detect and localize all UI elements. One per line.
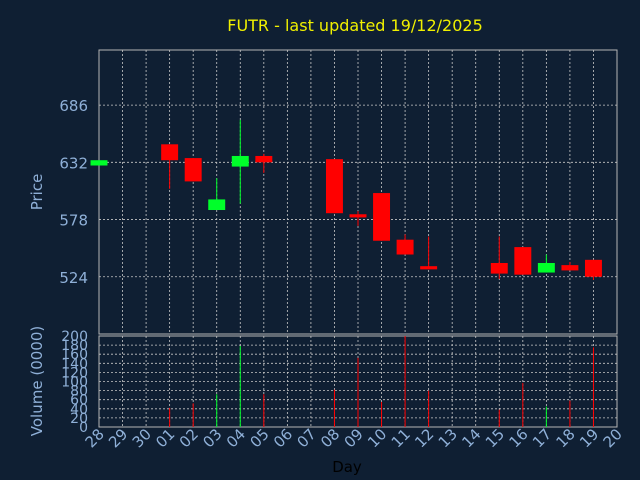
volume-tick-label: 140 — [61, 356, 88, 372]
volume-tick-label: 160 — [61, 347, 88, 363]
price-tick-label: 578 — [59, 212, 88, 230]
volume-tick-label: 180 — [61, 338, 88, 354]
price-tick-label: 524 — [59, 269, 88, 287]
candle-body — [349, 214, 367, 218]
candle-body — [396, 239, 414, 255]
candle-body — [161, 144, 179, 161]
volume-tick-label: 0 — [79, 420, 88, 436]
price-tick-label: 632 — [59, 154, 88, 172]
price-axis-label: Price — [28, 174, 46, 211]
x-axis-label: Day — [332, 458, 362, 476]
candle-body — [208, 199, 226, 211]
candle-body — [373, 193, 391, 241]
price-tick-label: 686 — [59, 97, 88, 115]
candle-body — [90, 160, 108, 166]
volume-tick-label: 120 — [61, 365, 88, 381]
candle-body — [184, 158, 202, 182]
volume-tick-label: 100 — [61, 375, 88, 391]
candle-body — [514, 247, 532, 275]
volume-tick-label: 40 — [70, 402, 88, 418]
x-axis: 2829300102030405060708091011121314151617… — [82, 425, 626, 451]
volume-tick-label: 80 — [70, 384, 88, 400]
volume-axis-label: Volume (0000) — [28, 326, 46, 436]
volume-tick-label: 60 — [70, 393, 88, 409]
candle-body — [537, 263, 555, 273]
price-panel: 524 578 632 686 — [59, 49, 618, 335]
candle-body — [420, 266, 438, 270]
candle-body — [255, 155, 273, 163]
candle-body — [490, 263, 508, 274]
candle-body — [584, 259, 602, 277]
volume-tick-label: 200 — [61, 329, 88, 345]
volume-tick-label: 20 — [70, 411, 88, 427]
candle-body — [325, 159, 343, 214]
candle-body — [561, 265, 579, 271]
candle-body — [231, 155, 249, 167]
chart-title: FUTR - last updated 19/12/2025 — [227, 16, 483, 35]
